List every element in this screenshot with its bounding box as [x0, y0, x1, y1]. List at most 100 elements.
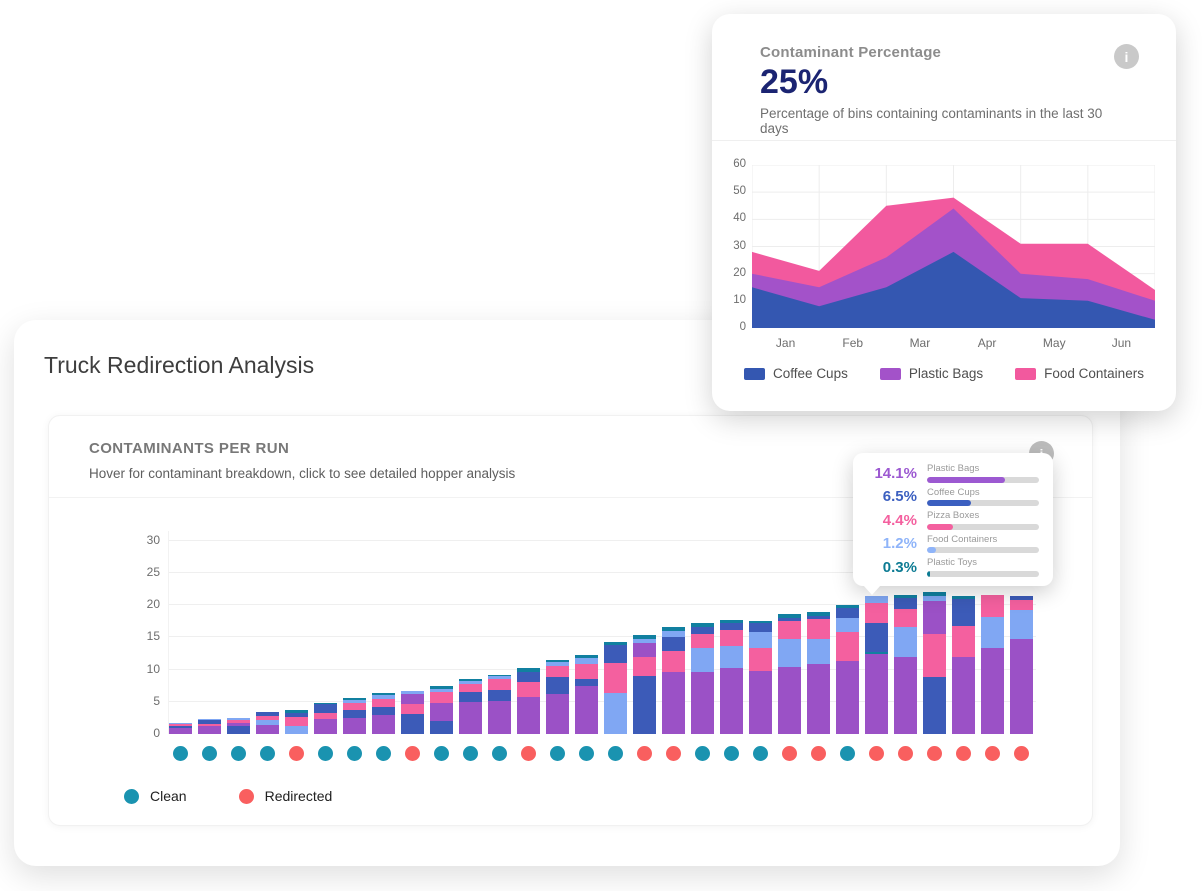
run-status-dot-clean	[318, 746, 333, 761]
bar-segment-coffee-cups	[1010, 596, 1033, 601]
area-y-tick: 30	[733, 239, 746, 252]
run-bar-2[interactable]	[198, 719, 221, 734]
legend-item-food-containers[interactable]: Food Containers	[1015, 366, 1144, 381]
run-bar-17[interactable]	[633, 635, 656, 734]
run-bar-24[interactable]	[836, 605, 859, 734]
bar-segment-pizza-boxes	[256, 716, 279, 721]
bar-segment-plastic-toys	[691, 622, 714, 627]
bar-segment-food-containers	[227, 718, 250, 721]
run-bar-13[interactable]	[517, 667, 540, 734]
run-bar-25[interactable]	[865, 596, 888, 734]
panel-subtitle: Hover for contaminant breakdown, click t…	[89, 466, 516, 481]
run-bar-8[interactable]	[372, 692, 395, 734]
run-bar-7[interactable]	[343, 698, 366, 734]
bar-segment-coffee-cups	[314, 704, 337, 713]
bar-segment-pizza-boxes	[198, 723, 221, 727]
bar-segment-food-containers	[662, 630, 685, 637]
run-bar-4[interactable]	[256, 712, 279, 734]
run-status-dot-clean	[695, 746, 710, 761]
run-status-dot-clean	[492, 746, 507, 761]
run-bar-11[interactable]	[459, 679, 482, 734]
run-bar-3[interactable]	[227, 718, 250, 734]
bar-segment-food-containers	[604, 693, 627, 734]
run-status-dot-clean	[347, 746, 362, 761]
bar-segment-coffee-cups	[749, 623, 772, 632]
run-bar-20[interactable]	[720, 620, 743, 734]
bar-segment-coffee-cups	[227, 725, 250, 734]
bar-segment-food-containers	[778, 638, 801, 667]
run-bar-26[interactable]	[894, 595, 917, 734]
bar-segment-plastic-bags	[314, 719, 337, 734]
run-bar-29[interactable]	[981, 594, 1004, 734]
tooltip-detail: Plastic Toys	[927, 558, 1039, 577]
bar-segment-pizza-boxes	[923, 634, 946, 678]
bar-segment-food-containers	[865, 596, 888, 603]
run-bar-23[interactable]	[807, 611, 830, 734]
run-bar-28[interactable]	[952, 596, 975, 734]
bar-segment-coffee-cups	[256, 712, 279, 717]
bar-segment-plastic-toys	[778, 614, 801, 619]
tooltip-progress-fill	[927, 523, 953, 530]
run-status-legend: Clean Redirected	[124, 788, 332, 804]
bar-segment-plastic-bags	[836, 661, 859, 734]
legend-item-plastic-bags[interactable]: Plastic Bags	[879, 366, 984, 381]
contaminant-breakdown-tooltip: 14.1% Plastic Bags 6.5% Coffee Cups 4.4% Pizz…	[853, 453, 1053, 595]
run-bar-12[interactable]	[488, 674, 511, 734]
status-legend-item-redirected: Redirected	[238, 788, 332, 804]
bar-segment-pizza-boxes	[749, 648, 772, 671]
bar-segment-plastic-bags	[459, 702, 482, 734]
area-x-tick: Apr	[977, 336, 997, 350]
run-status-dot-clean	[434, 746, 449, 761]
info-icon[interactable]: i	[1114, 44, 1139, 69]
bar-segment-pizza-boxes	[401, 703, 424, 714]
bar-segment-food-containers	[749, 631, 772, 649]
tooltip-progress-fill	[927, 547, 936, 553]
bar-segment-food-containers	[807, 639, 830, 665]
bar-segment-pizza-boxes	[981, 594, 1004, 617]
status-legend-item-clean: Clean	[124, 788, 187, 804]
tooltip-percentage: 1.2%	[882, 535, 917, 553]
run-bar-18[interactable]	[662, 627, 685, 734]
bar-segment-pizza-boxes	[952, 625, 975, 658]
run-bar-30[interactable]	[1010, 596, 1033, 734]
kpi-value: 25%	[760, 63, 829, 101]
run-bar-15[interactable]	[575, 655, 598, 734]
bar-y-tick: 25	[146, 565, 160, 579]
tooltip-detail: Food Containers	[927, 534, 1039, 553]
bar-segment-coffee-cups	[343, 710, 366, 718]
run-bar-21[interactable]	[749, 620, 772, 734]
run-bar-14[interactable]	[546, 660, 569, 734]
run-bar-22[interactable]	[778, 614, 801, 734]
run-bar-6[interactable]	[314, 702, 337, 734]
kpi-title: Contaminant Percentage	[760, 44, 942, 61]
tooltip-label: Plastic Bags	[927, 463, 980, 474]
run-bar-1[interactable]	[169, 723, 192, 734]
tooltip-row-plastic-bags: 14.1% Plastic Bags	[865, 464, 1039, 483]
area-chart-legend: Coffee Cups Plastic Bags Food Containers	[712, 366, 1176, 381]
bar-segment-coffee-cups	[401, 714, 424, 734]
run-bar-19[interactable]	[691, 622, 714, 734]
bar-segment-plastic-toys	[952, 596, 975, 599]
tooltip-progress-track	[927, 476, 1039, 483]
area-x-tick: Mar	[909, 336, 931, 350]
run-bar-16[interactable]	[604, 641, 627, 734]
bar-segment-coffee-cups	[198, 719, 221, 724]
run-status-dot-clean	[173, 746, 188, 761]
run-bar-27[interactable]	[923, 591, 946, 734]
area-y-tick: 0	[739, 321, 746, 333]
legend-label: Plastic Bags	[908, 366, 984, 381]
run-status-dot-redirected	[985, 746, 1000, 761]
run-status-dot-redirected	[637, 746, 652, 761]
gridline	[169, 539, 1036, 541]
gridline	[169, 604, 1036, 606]
tooltip-progress-fill	[927, 476, 1006, 483]
run-bar-5[interactable]	[285, 710, 308, 734]
bar-segment-coffee-cups	[952, 598, 975, 626]
bar-segment-food-containers	[285, 726, 308, 734]
bar-y-tick: 5	[153, 693, 160, 708]
run-bar-9[interactable]	[401, 690, 424, 734]
bar-segment-coffee-cups	[865, 623, 888, 652]
tooltip-detail: Pizza Boxes	[927, 511, 1039, 530]
legend-item-coffee-cups[interactable]: Coffee Cups	[744, 366, 848, 381]
run-bar-10[interactable]	[430, 686, 453, 734]
